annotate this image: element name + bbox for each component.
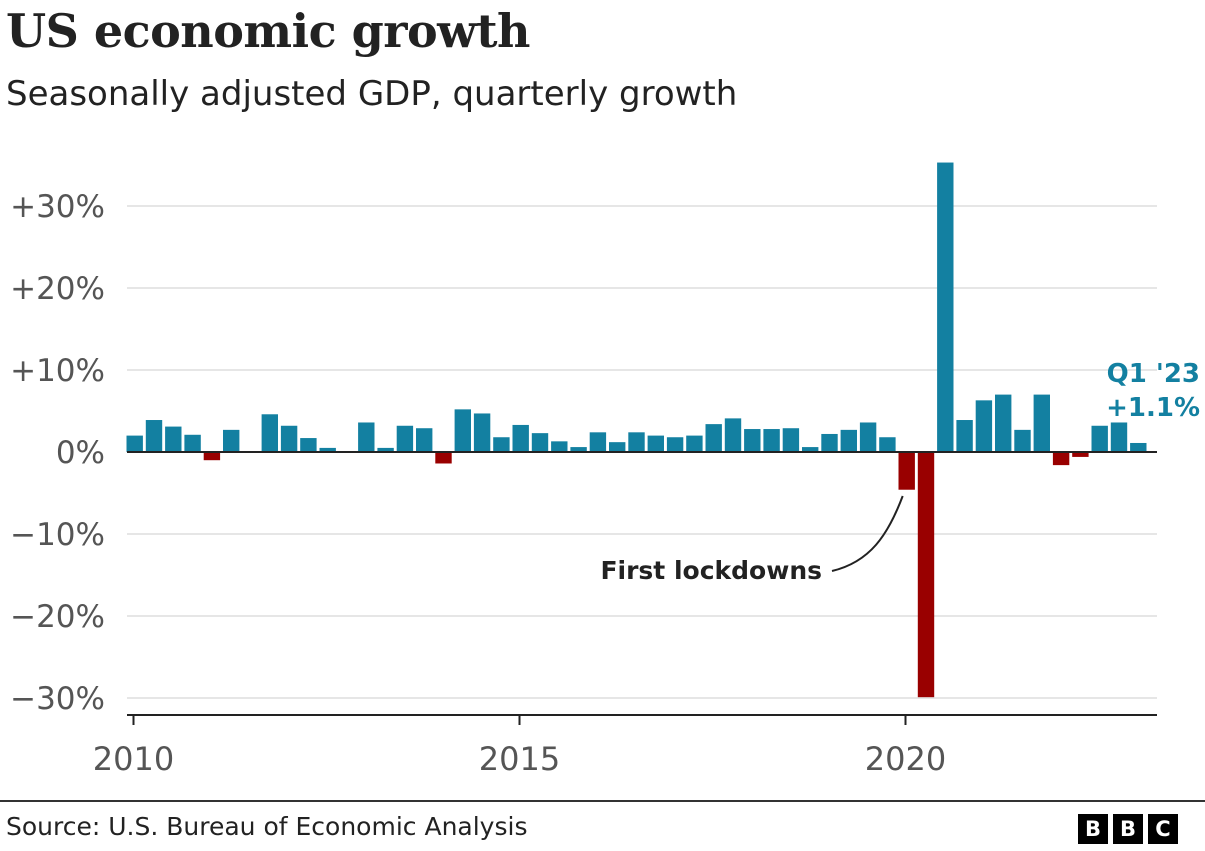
bar [744,429,761,452]
logo-letter-1: B [1078,814,1108,844]
bar [686,435,703,452]
bar [184,434,201,452]
y-tick-label: +20% [10,271,105,307]
bbc-logo: B B C [1078,814,1178,844]
x-axis-labels: 2010 2015 2020 [93,715,946,778]
y-tick-label: −20% [10,599,105,635]
logo-letter-3: C [1148,814,1178,844]
x-tick-label: 2010 [93,740,174,778]
bar [300,438,317,452]
x-tick-label: 2015 [479,740,560,778]
bar [358,422,375,452]
bar [705,424,722,452]
chart-title: US economic growth [6,4,530,58]
y-tick-label: +30% [10,189,105,225]
bar [1052,452,1070,466]
annotation-latest-value: +1.1% [1106,393,1200,423]
bar [879,437,896,452]
y-tick-label: −10% [10,517,105,553]
footer-divider [0,800,1205,802]
bar [165,426,182,452]
bar [666,437,684,452]
bar [1014,429,1031,452]
bar [473,413,491,452]
bar [898,452,915,490]
bar [203,452,221,461]
annotations: First lockdowns Q1 '23 +1.1% [600,359,1200,585]
grid-lines [127,205,1157,699]
bar [377,447,394,452]
bar [609,442,626,452]
y-tick-label: 0% [56,435,105,471]
bar [396,425,414,452]
bar [802,447,819,452]
bar [840,429,857,452]
source-note: Source: U.S. Bureau of Economic Analysis [6,812,528,841]
bar [937,162,954,452]
annotation-connector [831,495,904,572]
bar [493,437,510,452]
bar [1130,442,1147,452]
bar [435,452,452,464]
bar [512,424,529,452]
bar [975,400,993,452]
bar [763,429,780,452]
chart-subtitle: Seasonally adjusted GDP, quarterly growt… [6,74,738,114]
bar [917,452,935,698]
bar [126,435,143,452]
gdp-bar-chart: +30%+20%+10%0%−10%−20%−30% 2010 2015 2020 … [10,162,1200,778]
bar [956,420,973,452]
bar [647,435,664,452]
annotation-first-lockdowns: First lockdowns [600,556,822,585]
bar [145,420,163,452]
bar [570,447,587,452]
bar [1033,394,1050,452]
bar [261,414,278,452]
axes [127,451,1157,716]
bar [782,428,800,452]
bar [223,429,240,452]
bar [319,447,336,452]
annotation-latest-value: Q1 '23 [1107,359,1200,389]
y-tick-label: −30% [10,681,105,717]
logo-letter-2: B [1113,814,1143,844]
bar [628,432,645,452]
y-axis-labels: +30% +20% +10% 0% −10% −20% −30% [10,189,105,717]
bars [126,162,1147,698]
bar [551,441,568,452]
bar [1110,422,1128,452]
bar [995,394,1012,452]
bar [1072,452,1089,457]
bar [1091,425,1108,452]
bar [724,418,742,452]
y-tick-label: +10% [10,353,105,389]
bar [454,409,471,452]
bar [416,428,433,452]
bar [280,425,298,452]
bar [589,432,607,452]
bar [531,433,549,452]
x-tick-label: 2020 [865,740,946,778]
bar [859,422,877,452]
bar [821,433,838,452]
